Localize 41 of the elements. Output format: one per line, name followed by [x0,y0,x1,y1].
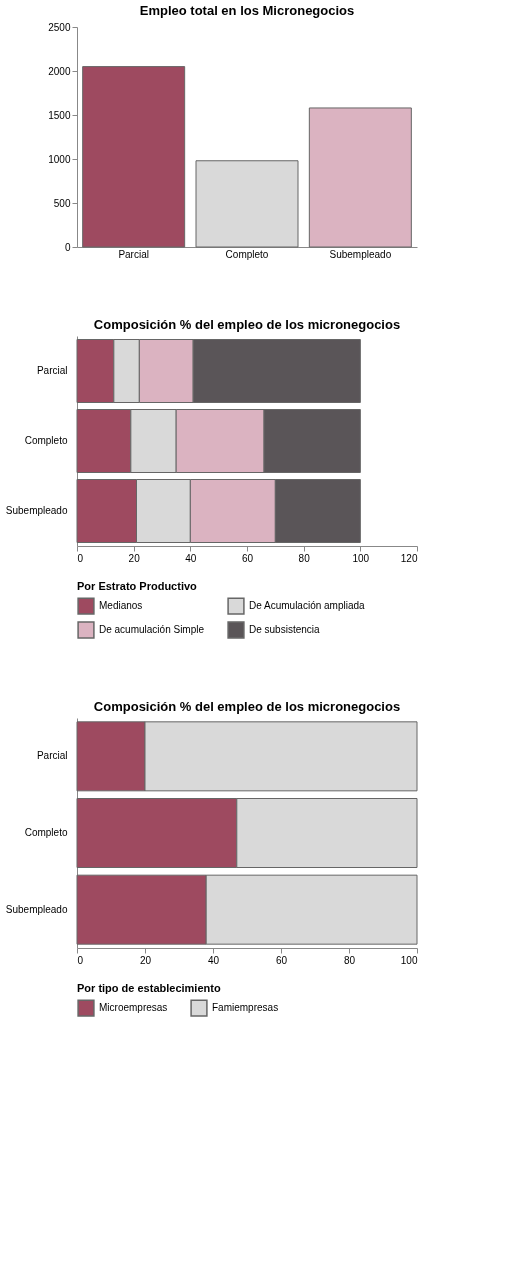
legend-label: De acumulación Simple [99,624,205,635]
x-tick-label: 100 [400,954,418,966]
x-tick-label: 40 [185,552,197,564]
x-tick-label: Completo [225,248,269,260]
chart-title: Empleo total en los Micronegocios [139,3,355,18]
y-tick-label: Completo [24,827,68,838]
y-tick-label: Subempleado [5,505,68,516]
x-tick-label: Subempleado [329,248,392,260]
x-tick-label: 60 [241,552,254,564]
y-tick-label: 2500 [48,21,71,33]
legend-title: Por tipo de establecimiento [77,982,221,994]
y-tick-label: Completo [24,435,68,446]
legend-label: Microempresas [99,1002,168,1014]
x-tick-label: 0 [77,954,84,966]
legend-label: Medianos [99,600,143,612]
legend-label: Famiempresas [212,1002,279,1014]
x-tick-label: 80 [298,552,311,564]
legend-title: Por Estrato Productivo [77,580,198,592]
y-tick-label: 1000 [48,153,71,165]
y-tick-label: Subempleado [5,903,68,915]
bar [195,160,299,248]
x-tick-label: 80 [343,954,356,966]
x-tick-label: 0 [77,552,84,564]
y-tick-label: Parcial [36,750,68,762]
bar [82,66,186,248]
x-tick-label: 100 [352,552,370,564]
x-tick-label: 20 [128,552,141,564]
x-tick-label: 20 [139,954,152,966]
x-tick-label: 40 [207,954,220,966]
x-tick-label: 60 [275,954,288,966]
x-tick-label: 120 [400,552,418,564]
y-tick-label: 500 [53,197,71,209]
y-tick-label: 2000 [48,65,71,77]
x-tick-label: Parcial [118,248,149,260]
chart-title: Composición % del empleo de los micronegocios [93,317,401,332]
y-tick-label: Parcial [36,365,68,376]
legend-label: De subsistencia [249,624,321,635]
legend-label: De Acumulación ampliada [249,600,366,612]
chart-title: Composición % del empleo de los micronegocios [93,699,401,714]
bar [308,107,412,248]
y-tick-label: 1500 [48,109,71,121]
